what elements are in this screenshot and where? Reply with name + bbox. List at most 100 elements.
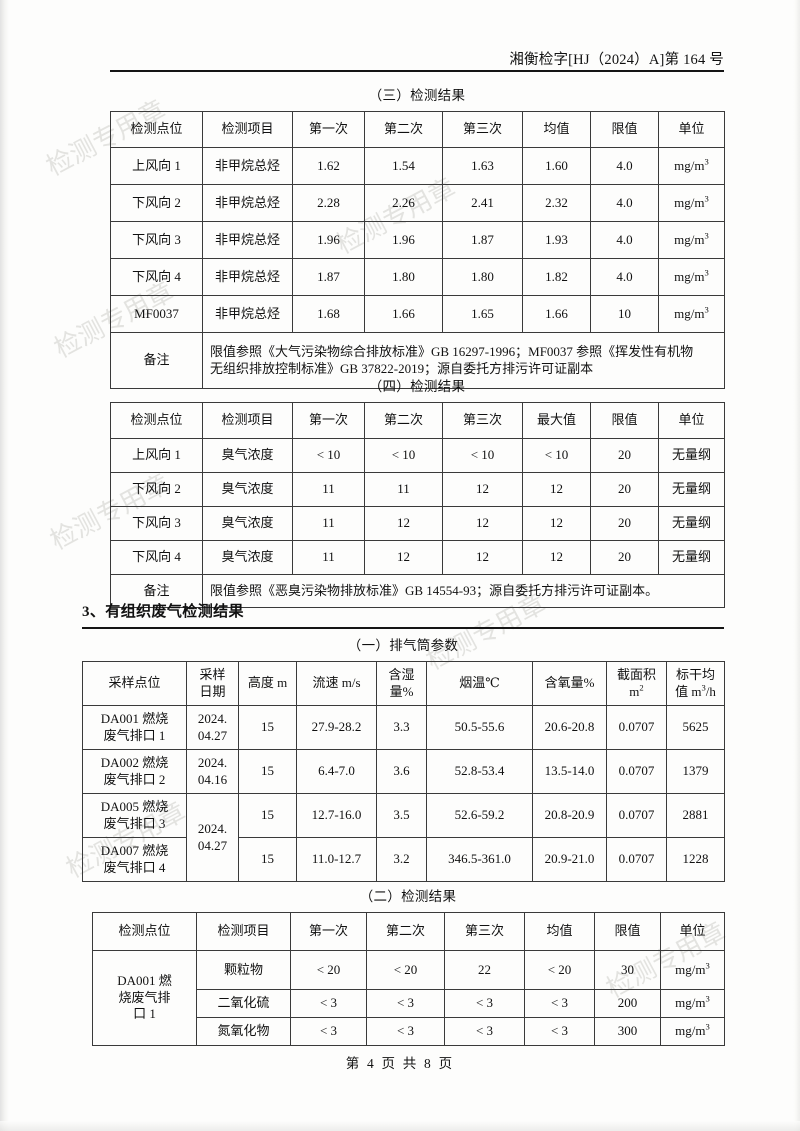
table-row: 下风向 3 臭气浓度 11 12 12 12 20 无量纲 [110, 506, 725, 541]
cell-point: 下风向 2 [110, 472, 203, 507]
table-row: 下风向 3 非甲烷总烃 1.96 1.96 1.87 1.93 4.0 mg/m… [110, 221, 725, 259]
scan-edge-right [793, 0, 800, 1131]
cell-third: < 3 [444, 989, 525, 1018]
cell-height: 15 [238, 705, 297, 750]
cell-second: < 20 [366, 950, 445, 990]
cell-area: 0.0707 [606, 749, 667, 794]
table-two: 检测点位 检测项目 第一次 第二次 第三次 均值 限值 单位 DA001 燃 烧… [92, 912, 725, 1046]
cell-third: 12 [442, 506, 523, 541]
cell-line: 04.27 [197, 837, 228, 853]
header-rule [110, 70, 724, 72]
remark-text: 限值参照《大气污染物综合排放标准》GB 16297-1996；MF0037 参照… [202, 332, 725, 389]
cell-point: 下风向 3 [110, 506, 203, 541]
col-header-maximum: 最大值 [522, 402, 591, 439]
col-header-temperature: 烟温℃ [426, 661, 533, 706]
cell-flow: 5625 [666, 705, 725, 750]
table-row: 上风向 1 臭气浓度 < 10 < 10 < 10 < 10 20 无量纲 [110, 438, 725, 473]
cell-height: 15 [238, 837, 297, 882]
cell-second: 11 [364, 472, 443, 507]
cell-first: 11 [292, 506, 365, 541]
cell-second: < 10 [364, 438, 443, 473]
cell-sample-point: DA002 燃烧 废气排口 2 [82, 749, 187, 794]
cell-point: 下风向 4 [110, 540, 203, 575]
cell-temperature: 346.5-361.0 [426, 837, 533, 882]
col-header-line: 含湿 [388, 666, 415, 682]
cell-line: 2024. [197, 754, 228, 770]
cell-line: 2024. [197, 820, 228, 836]
col-header-first: 第一次 [292, 402, 365, 439]
cell-limit: 4.0 [590, 147, 659, 185]
cell-average: 1.66 [522, 295, 591, 333]
cell-line: 口 1 [133, 1006, 156, 1022]
table-four-caption: （四）检测结果 [368, 379, 466, 394]
cell-area: 0.0707 [606, 793, 667, 838]
cell-second: 1.96 [364, 221, 443, 259]
table-row: 下风向 4 臭气浓度 11 12 12 12 20 无量纲 [110, 540, 725, 575]
cell-third: < 10 [442, 438, 523, 473]
cell-sample-date: 2024. 04.16 [186, 749, 239, 794]
table-row: 氮氧化物 < 3 < 3 < 3 < 3 300 mg/m3 [93, 1017, 725, 1046]
col-header-line: 值 m3/h [675, 682, 716, 699]
cell-first: 2.28 [292, 184, 365, 222]
cell-point: 下风向 2 [110, 184, 203, 222]
cell-maximum: 12 [522, 540, 591, 575]
col-header-line: m2 [629, 682, 644, 699]
cell-first: 11 [292, 472, 365, 507]
cell-limit: 20 [590, 472, 659, 507]
cell-limit: 300 [594, 1017, 661, 1046]
cell-unit: mg/m3 [658, 184, 725, 222]
col-header-unit: 单位 [658, 111, 725, 148]
cell-average: 1.93 [522, 221, 591, 259]
cell-line: 04.16 [197, 771, 228, 787]
cell-sample-point: DA007 燃烧 废气排口 4 [82, 837, 187, 882]
col-header-average: 均值 [524, 912, 595, 951]
cell-limit: 4.0 [590, 184, 659, 222]
col-header-third: 第三次 [442, 402, 523, 439]
cell-item: 非甲烷总烃 [202, 295, 293, 333]
cell-item: 颗粒物 [196, 950, 291, 990]
cell-item: 臭气浓度 [202, 438, 293, 473]
table-row: 下风向 2 臭气浓度 11 11 12 12 20 无量纲 [110, 472, 725, 507]
cell-item: 非甲烷总烃 [202, 258, 293, 296]
cell-unit: mg/m3 [660, 1017, 725, 1046]
table-row: DA005 燃烧 废气排口 3 2024. 04.27 15 12.7-16.0… [82, 793, 725, 882]
cell-oxygen: 20.9-21.0 [532, 837, 607, 882]
col-header-limit: 限值 [590, 402, 659, 439]
cell-velocity: 11.0-12.7 [296, 837, 377, 882]
cell-height: 15 [238, 793, 297, 838]
cell-line: DA007 燃烧 [100, 842, 169, 858]
remark-line: 无组织排放控制标准》GB 37822-2019；源自委托方排污许可证副本 [210, 360, 594, 376]
cell-oxygen: 20.6-20.8 [532, 705, 607, 750]
table-stack-parameters: 采样点位 采样 日期 高度 m 流速 m/s 含湿 量% 烟温℃ 含氧量% 截面… [82, 661, 725, 882]
col-header-line: 量% [389, 683, 414, 699]
col-header-second: 第二次 [364, 111, 443, 148]
col-header-sample-date: 采样 日期 [186, 661, 239, 706]
cell-velocity: 12.7-16.0 [296, 793, 377, 838]
cell-sample-date: 2024. 04.27 [186, 705, 239, 750]
cell-average: < 20 [524, 950, 595, 990]
cell-sample-point: DA005 燃烧 废气排口 3 [82, 793, 187, 838]
cell-first: 1.87 [292, 258, 365, 296]
table-stack-caption: （一）排气筒参数 [347, 638, 459, 653]
cell-humidity: 3.3 [376, 705, 427, 750]
col-header-height: 高度 m [238, 661, 297, 706]
col-header-area: 截面积 m2 [606, 661, 667, 706]
table-row: DA001 燃烧 废气排口 1 2024. 04.27 15 27.9-28.2… [82, 705, 725, 750]
cell-height: 15 [238, 749, 297, 794]
cell-flow: 1379 [666, 749, 725, 794]
cell-unit: 无量纲 [658, 506, 725, 541]
cell-first: < 3 [290, 1017, 367, 1046]
scan-edge-bottom [0, 1121, 800, 1131]
cell-line: DA001 燃 [117, 973, 172, 989]
cell-unit: 无量纲 [658, 438, 725, 473]
cell-item: 臭气浓度 [202, 540, 293, 575]
cell-second: 12 [364, 506, 443, 541]
cell-first: < 10 [292, 438, 365, 473]
cell-point: 下风向 3 [110, 221, 203, 259]
cell-line: 废气排口 3 [103, 815, 166, 831]
cell-third: < 3 [444, 1017, 525, 1046]
table-header-row: 检测点位 检测项目 第一次 第二次 第三次 均值 限值 单位 [92, 912, 725, 951]
cell-line: DA001 燃烧 [100, 710, 169, 726]
col-header-line: 截面积 [616, 666, 656, 682]
